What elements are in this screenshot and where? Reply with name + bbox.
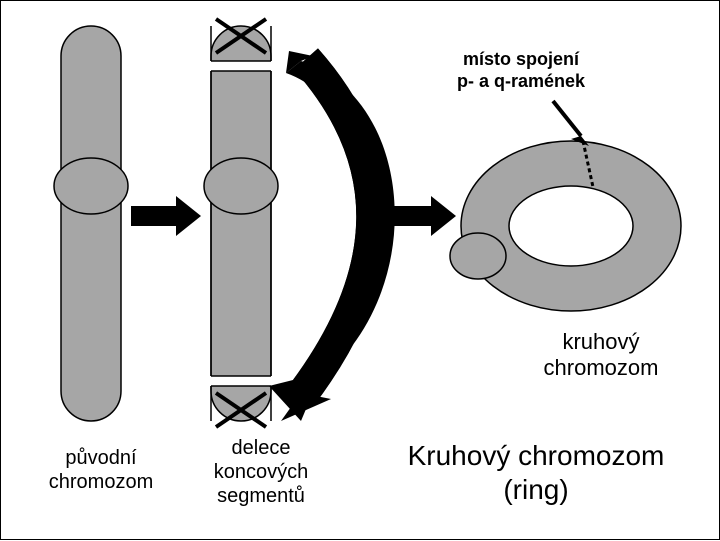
curved-arrow [269,51,395,421]
label-junction: místo spojení p- a q-ramének [401,49,641,92]
label-deletion: delece koncových segmentů [186,436,336,508]
label-ring-lower: kruhový chromozom [501,329,701,382]
chromosome-original [54,26,128,421]
ring-chromosome [450,141,681,311]
diagram-container: místo spojení p- a q-ramének kruhový chr… [0,0,720,540]
label-title: Kruhový chromozom (ring) [356,439,716,506]
chromosome-with-deletion [204,26,278,421]
junction-pointer-arrow [553,101,589,146]
label-original: původní chromozom [21,446,181,494]
process-arrow-2 [386,196,456,236]
process-arrow-1 [131,196,201,236]
